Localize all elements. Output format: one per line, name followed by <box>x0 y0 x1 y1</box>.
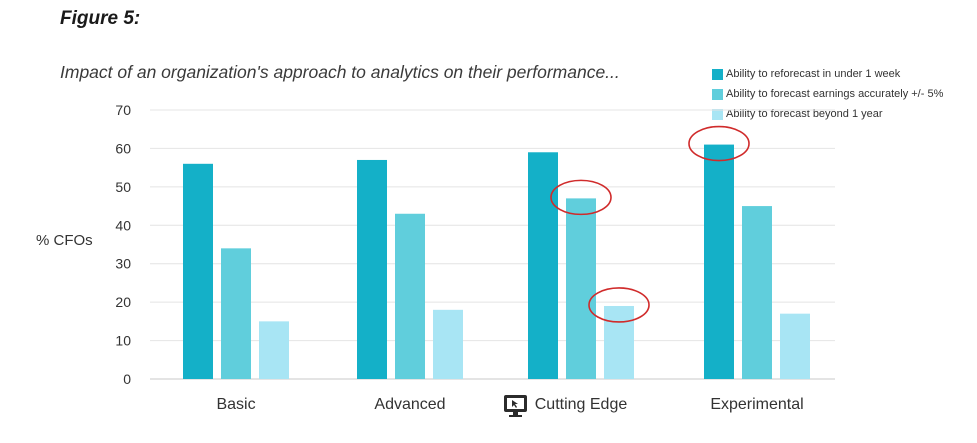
bar <box>704 144 734 379</box>
legend-item: Ability to reforecast in under 1 week <box>712 64 943 84</box>
legend-swatch <box>712 108 723 120</box>
bar <box>259 321 289 379</box>
y-tick-label: 50 <box>115 179 131 195</box>
monitor-base <box>509 415 522 417</box>
bar <box>742 206 772 379</box>
legend-item: Ability to forecast beyond 1 year <box>712 104 943 124</box>
chart-title: Impact of an organization's approach to … <box>60 62 620 82</box>
y-tick-label: 20 <box>115 294 131 310</box>
legend-label: Ability to reforecast in under 1 week <box>726 68 901 80</box>
cursor-glyph <box>512 400 518 408</box>
legend-label: Ability to forecast beyond 1 year <box>726 108 883 120</box>
x-tick-label: Experimental <box>710 396 803 413</box>
y-tick-label: 30 <box>115 256 131 272</box>
y-tick-label: 60 <box>115 140 131 156</box>
bar <box>433 309 463 379</box>
y-axis-label: % CFOs <box>36 232 93 249</box>
highlight-circle <box>688 125 750 162</box>
x-tick-label: Cutting Edge <box>535 396 628 413</box>
highlight-circle <box>550 179 612 216</box>
bar <box>183 163 213 379</box>
y-tick-label: 70 <box>115 102 131 118</box>
figure-label: Figure 5: <box>60 8 141 29</box>
monitor-stand <box>513 412 518 415</box>
bar <box>221 248 251 379</box>
highlight-circle <box>588 287 650 323</box>
legend-item: Ability to forecast earnings accurately … <box>712 84 943 104</box>
x-tick-label: Advanced <box>374 396 445 413</box>
bar <box>395 213 425 379</box>
x-tick-label: Basic <box>216 396 255 413</box>
bar <box>780 313 810 379</box>
legend: Ability to reforecast in under 1 week Ab… <box>712 64 943 124</box>
y-tick-label: 10 <box>115 333 131 349</box>
y-tick-label: 40 <box>115 217 131 233</box>
bar <box>357 159 387 379</box>
bar <box>604 305 634 379</box>
legend-swatch <box>712 68 723 80</box>
legend-label: Ability to forecast earnings accurately … <box>726 88 944 100</box>
y-tick-label: 0 <box>123 371 131 387</box>
bar <box>528 152 558 379</box>
legend-swatch <box>712 88 723 100</box>
bar <box>566 198 596 379</box>
